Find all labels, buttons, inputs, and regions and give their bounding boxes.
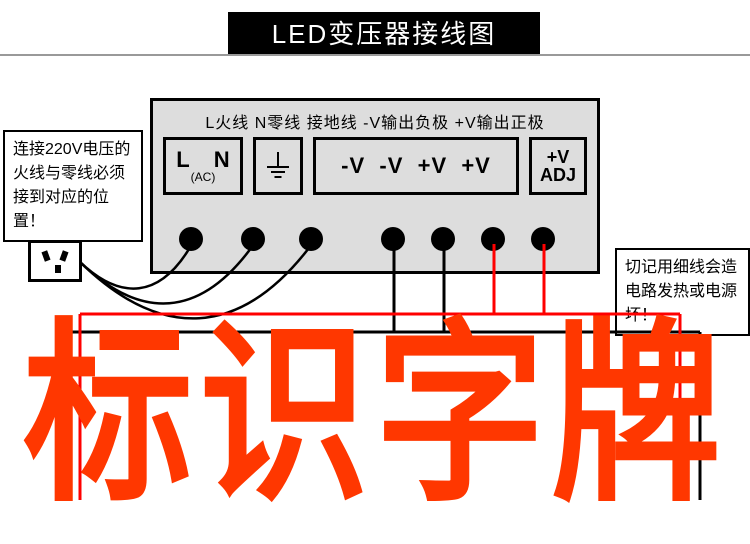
screw-terminal (381, 227, 405, 251)
terminal-ground (253, 137, 303, 195)
title-underline (0, 54, 750, 56)
screw-terminal (481, 227, 505, 251)
terminal-adj: +V ADJ (529, 137, 587, 195)
screw-terminal (299, 227, 323, 251)
terminal-ln: L N (AC) (163, 137, 243, 195)
watermark-text: 标识字牌 (0, 318, 750, 514)
ground-icon (267, 152, 289, 180)
screw-terminal (179, 227, 203, 251)
psu-body: L火线 N零线 接地线 -V输出负极 +V输出正极 L N (AC) -V -V… (150, 98, 600, 274)
note-left: 连接220V电压的火线与零线必须接到对应的位置！ (3, 130, 143, 242)
terminal-v-labels: -V -V +V +V (341, 153, 491, 179)
terminal-legend: L火线 N零线 接地线 -V输出负极 +V输出正极 (153, 109, 597, 133)
screw-terminal (431, 227, 455, 251)
terminal-adj-top: +V (547, 148, 570, 166)
terminal-strip: L N (AC) -V -V +V +V +V ADJ (163, 137, 587, 195)
screw-terminal (241, 227, 265, 251)
terminal-adj-bot: ADJ (540, 166, 576, 184)
screw-terminal (531, 227, 555, 251)
terminal-ln-sub: (AC) (191, 171, 216, 183)
screw-row (153, 219, 597, 259)
diagram-title: LED变压器接线图 (228, 12, 540, 56)
wall-outlet-icon (28, 240, 82, 282)
terminal-voltage: -V -V +V +V (313, 137, 519, 195)
terminal-ln-label: L N (176, 149, 229, 171)
